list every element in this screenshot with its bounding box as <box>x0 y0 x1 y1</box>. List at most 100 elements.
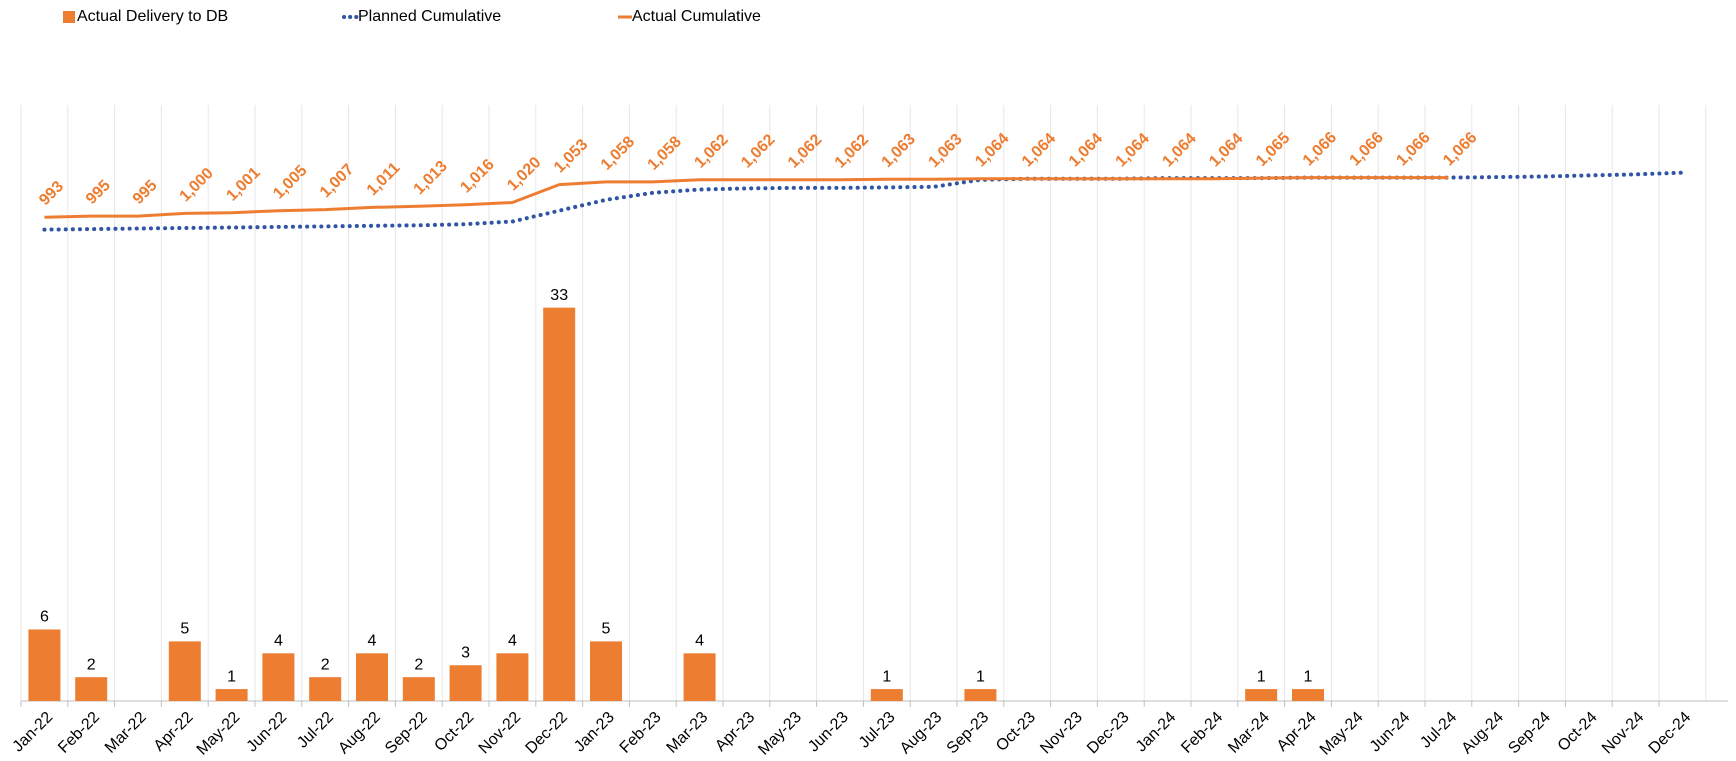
bar <box>590 641 622 701</box>
bar <box>1292 689 1324 701</box>
x-tick-label: Aug-24 <box>1459 709 1508 758</box>
x-tick-label: May-24 <box>1317 709 1367 759</box>
bar-value-label: 4 <box>695 633 704 650</box>
x-tick-label: Nov-23 <box>1037 709 1086 758</box>
line-value-label: 995 <box>130 177 161 208</box>
bar-value-label: 3 <box>461 644 470 661</box>
line-value-label: 1,066 <box>1300 129 1340 169</box>
line-value-label: 993 <box>36 178 67 209</box>
bar <box>1245 689 1278 701</box>
x-tick-label: Mar-22 <box>102 709 150 757</box>
bar <box>496 653 529 701</box>
legend-label: Actual Delivery to DB <box>77 8 228 25</box>
bar-value-label: 2 <box>87 656 96 673</box>
line-value-label: 1,066 <box>1440 129 1480 169</box>
x-tick-label: Nov-24 <box>1599 709 1648 758</box>
bar <box>262 653 295 701</box>
x-tick-label: Aug-23 <box>897 709 946 758</box>
bar <box>543 307 576 701</box>
line-value-label: 1,066 <box>1347 129 1387 169</box>
line-value-label: 1,062 <box>738 131 778 171</box>
line-value-label: 1,063 <box>925 131 965 171</box>
line-value-label: 1,062 <box>691 131 731 171</box>
line-series <box>44 176 1449 219</box>
x-tick-label: Dec-23 <box>1084 709 1133 758</box>
bar-value-label: 6 <box>40 609 49 626</box>
x-tick-label: Dec-24 <box>1646 709 1695 758</box>
line-value-label: 1,058 <box>645 133 685 173</box>
legend-label: Actual Cumulative <box>632 8 761 25</box>
line-value-label: 1,013 <box>411 158 451 198</box>
line-value-label: 1,062 <box>785 131 825 171</box>
bar <box>356 653 388 701</box>
line-value-label: 1,066 <box>1393 129 1433 169</box>
line-value-label: 1,020 <box>504 154 544 194</box>
line-value-label: 1,063 <box>879 131 919 171</box>
x-tick-label: Jan-24 <box>1133 709 1180 756</box>
x-tick-label: Jul-23 <box>856 709 899 752</box>
x-tick-label: Dec-22 <box>523 709 572 758</box>
x-tick-label: Aug-22 <box>335 709 384 758</box>
x-tick-label: Jun-23 <box>805 709 852 756</box>
x-tick-label: Jul-22 <box>294 709 337 752</box>
x-tick-label: Sep-22 <box>382 709 431 758</box>
bar <box>168 641 201 701</box>
line-value-label: 1,058 <box>598 133 638 173</box>
x-tick-label: Jul-24 <box>1417 709 1460 752</box>
legend-label: Planned Cumulative <box>358 8 501 25</box>
bar <box>683 653 716 701</box>
x-tick-label: Jan-22 <box>10 709 57 756</box>
bar-value-label: 1 <box>1257 668 1266 685</box>
bar <box>402 677 435 701</box>
x-tick-label: Oct-24 <box>1555 709 1601 755</box>
line-value-label: 1,001 <box>223 164 263 204</box>
x-tick-label: Feb-23 <box>617 709 665 757</box>
x-tick-label: Mar-23 <box>664 709 712 757</box>
x-tick-label: Oct-22 <box>431 709 477 755</box>
bar-value-label: 5 <box>180 621 189 638</box>
x-tick-label: Jun-24 <box>1367 709 1414 756</box>
line-value-label: 1,000 <box>177 165 217 205</box>
x-tick-label: Feb-22 <box>55 709 103 757</box>
x-tick-label: Apr-23 <box>712 709 758 755</box>
line-value-label: 1,065 <box>1253 130 1293 170</box>
x-tick-label: Oct-23 <box>993 709 1039 755</box>
bar-value-label: 4 <box>368 633 377 650</box>
line-value-label: 1,062 <box>832 131 872 171</box>
bar-value-label: 1 <box>882 668 891 685</box>
line-value-label: 995 <box>83 177 114 208</box>
line-value-label: 1,064 <box>972 130 1012 170</box>
bar <box>964 689 997 701</box>
x-tick-label: Mar-24 <box>1225 709 1273 757</box>
legend-swatch <box>63 11 75 23</box>
bar-value-label: 1 <box>976 668 985 685</box>
x-tick-label: May-22 <box>194 709 244 759</box>
x-tick-label: Apr-24 <box>1274 709 1320 755</box>
bar-value-label: 4 <box>508 633 517 650</box>
line-value-label: 1,016 <box>457 156 497 196</box>
bar-value-label: 5 <box>602 621 611 638</box>
line-value-label: 1,064 <box>1206 130 1246 170</box>
line-value-label: 1,053 <box>551 136 591 176</box>
bar-value-label: 1 <box>1304 668 1313 685</box>
bar <box>28 629 61 701</box>
line-value-label: 1,064 <box>1159 130 1199 170</box>
line-value-label: 1,005 <box>270 162 310 202</box>
x-tick-label: Sep-24 <box>1505 709 1554 758</box>
x-tick-label: May-23 <box>755 709 805 759</box>
bar-value-label: 2 <box>321 656 330 673</box>
bar <box>449 665 482 701</box>
bar <box>75 677 108 701</box>
line-value-label: 1,064 <box>1019 130 1059 170</box>
x-tick-label: Nov-22 <box>476 709 525 758</box>
x-tick-label: Jun-22 <box>244 709 291 756</box>
x-tick-label: Jan-23 <box>571 709 618 756</box>
bar-value-label: 33 <box>550 287 568 304</box>
bar <box>215 689 248 701</box>
line-value-label: 1,011 <box>364 159 404 199</box>
bar-value-label: 2 <box>414 656 423 673</box>
bar <box>870 689 903 701</box>
x-tick-label: Sep-23 <box>944 709 993 758</box>
bar-value-label: 4 <box>274 633 283 650</box>
